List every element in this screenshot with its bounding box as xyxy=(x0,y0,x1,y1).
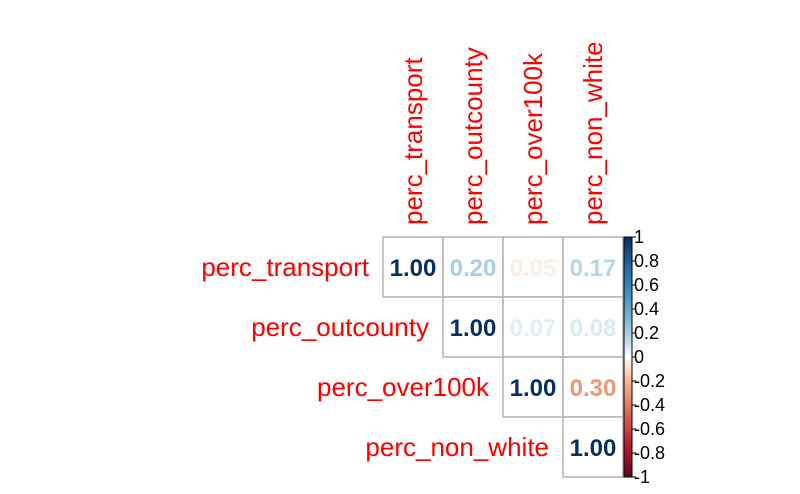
colorbar-tick-label: 0.8 xyxy=(634,251,659,271)
cell-value: 0.30 xyxy=(570,375,617,402)
cell-value: 0.08 xyxy=(570,315,617,342)
cell-perc_outcounty-perc_over100k xyxy=(502,296,564,358)
colorbar-gradient xyxy=(623,236,633,478)
col-label-perc_non_white: perc_non_white xyxy=(578,41,608,225)
cell-value: 1.00 xyxy=(450,315,497,342)
cell-perc_outcounty-perc_outcounty xyxy=(442,296,504,358)
row-label-perc_non_white: perc_non_white xyxy=(365,432,549,462)
cell-perc_over100k-perc_over100k xyxy=(502,356,564,418)
col-label-perc_transport: perc_transport xyxy=(398,57,428,225)
colorbar-tick-label: -0.8 xyxy=(634,443,665,463)
cell-perc_transport-perc_non_white xyxy=(562,236,624,298)
row-label-perc_outcounty: perc_outcounty xyxy=(251,312,429,342)
colorbar-tick-label: -0.6 xyxy=(634,419,665,439)
cell-value: 1.00 xyxy=(390,255,437,282)
cell-value: 0.05 xyxy=(510,255,557,282)
colorbar-tick-label: 0.2 xyxy=(634,323,659,343)
colorbar-tick-label: -1 xyxy=(634,467,650,487)
column-labels: perc_transport perc_outcounty perc_over100… xyxy=(398,41,608,225)
colorbar-tick-label: -0.4 xyxy=(634,395,665,415)
correlation-values: 1.00 0.20 0.05 0.17 1.00 0.07 0.08 1.00 0.30 1.00 xyxy=(390,255,617,462)
cell-value: 0.07 xyxy=(510,315,557,342)
cell-value: 1.00 xyxy=(510,375,557,402)
colorbar-tick-label: -0.2 xyxy=(634,371,665,391)
cell-value: 1.00 xyxy=(570,435,617,462)
cell-perc_non_white-perc_non_white xyxy=(562,416,624,478)
cell-value: 0.20 xyxy=(450,255,497,282)
colorbar-tick-label: 0 xyxy=(634,347,644,367)
colorbar-tick-label: 0.4 xyxy=(634,299,659,319)
cell-perc_transport-perc_outcounty xyxy=(442,236,504,298)
colorbar-tick-label: 0.6 xyxy=(634,275,659,295)
correlation-cells xyxy=(382,236,624,478)
cell-value: 0.17 xyxy=(570,255,617,282)
col-label-perc_over100k: perc_over100k xyxy=(518,52,548,225)
colorbar: 1 0.8 0.6 0.4 0.2 0 -0.2 -0.4 -0.6 -0.8 -1 xyxy=(623,227,665,487)
row-label-perc_transport: perc_transport xyxy=(201,252,369,282)
row-labels: perc_transport perc_outcounty perc_over100… xyxy=(201,252,549,462)
row-label-perc_over100k: perc_over100k xyxy=(317,372,490,402)
colorbar-tick-label: 1 xyxy=(634,227,644,247)
cell-perc_transport-perc_transport xyxy=(382,236,444,298)
col-label-perc_outcounty: perc_outcounty xyxy=(458,47,488,225)
